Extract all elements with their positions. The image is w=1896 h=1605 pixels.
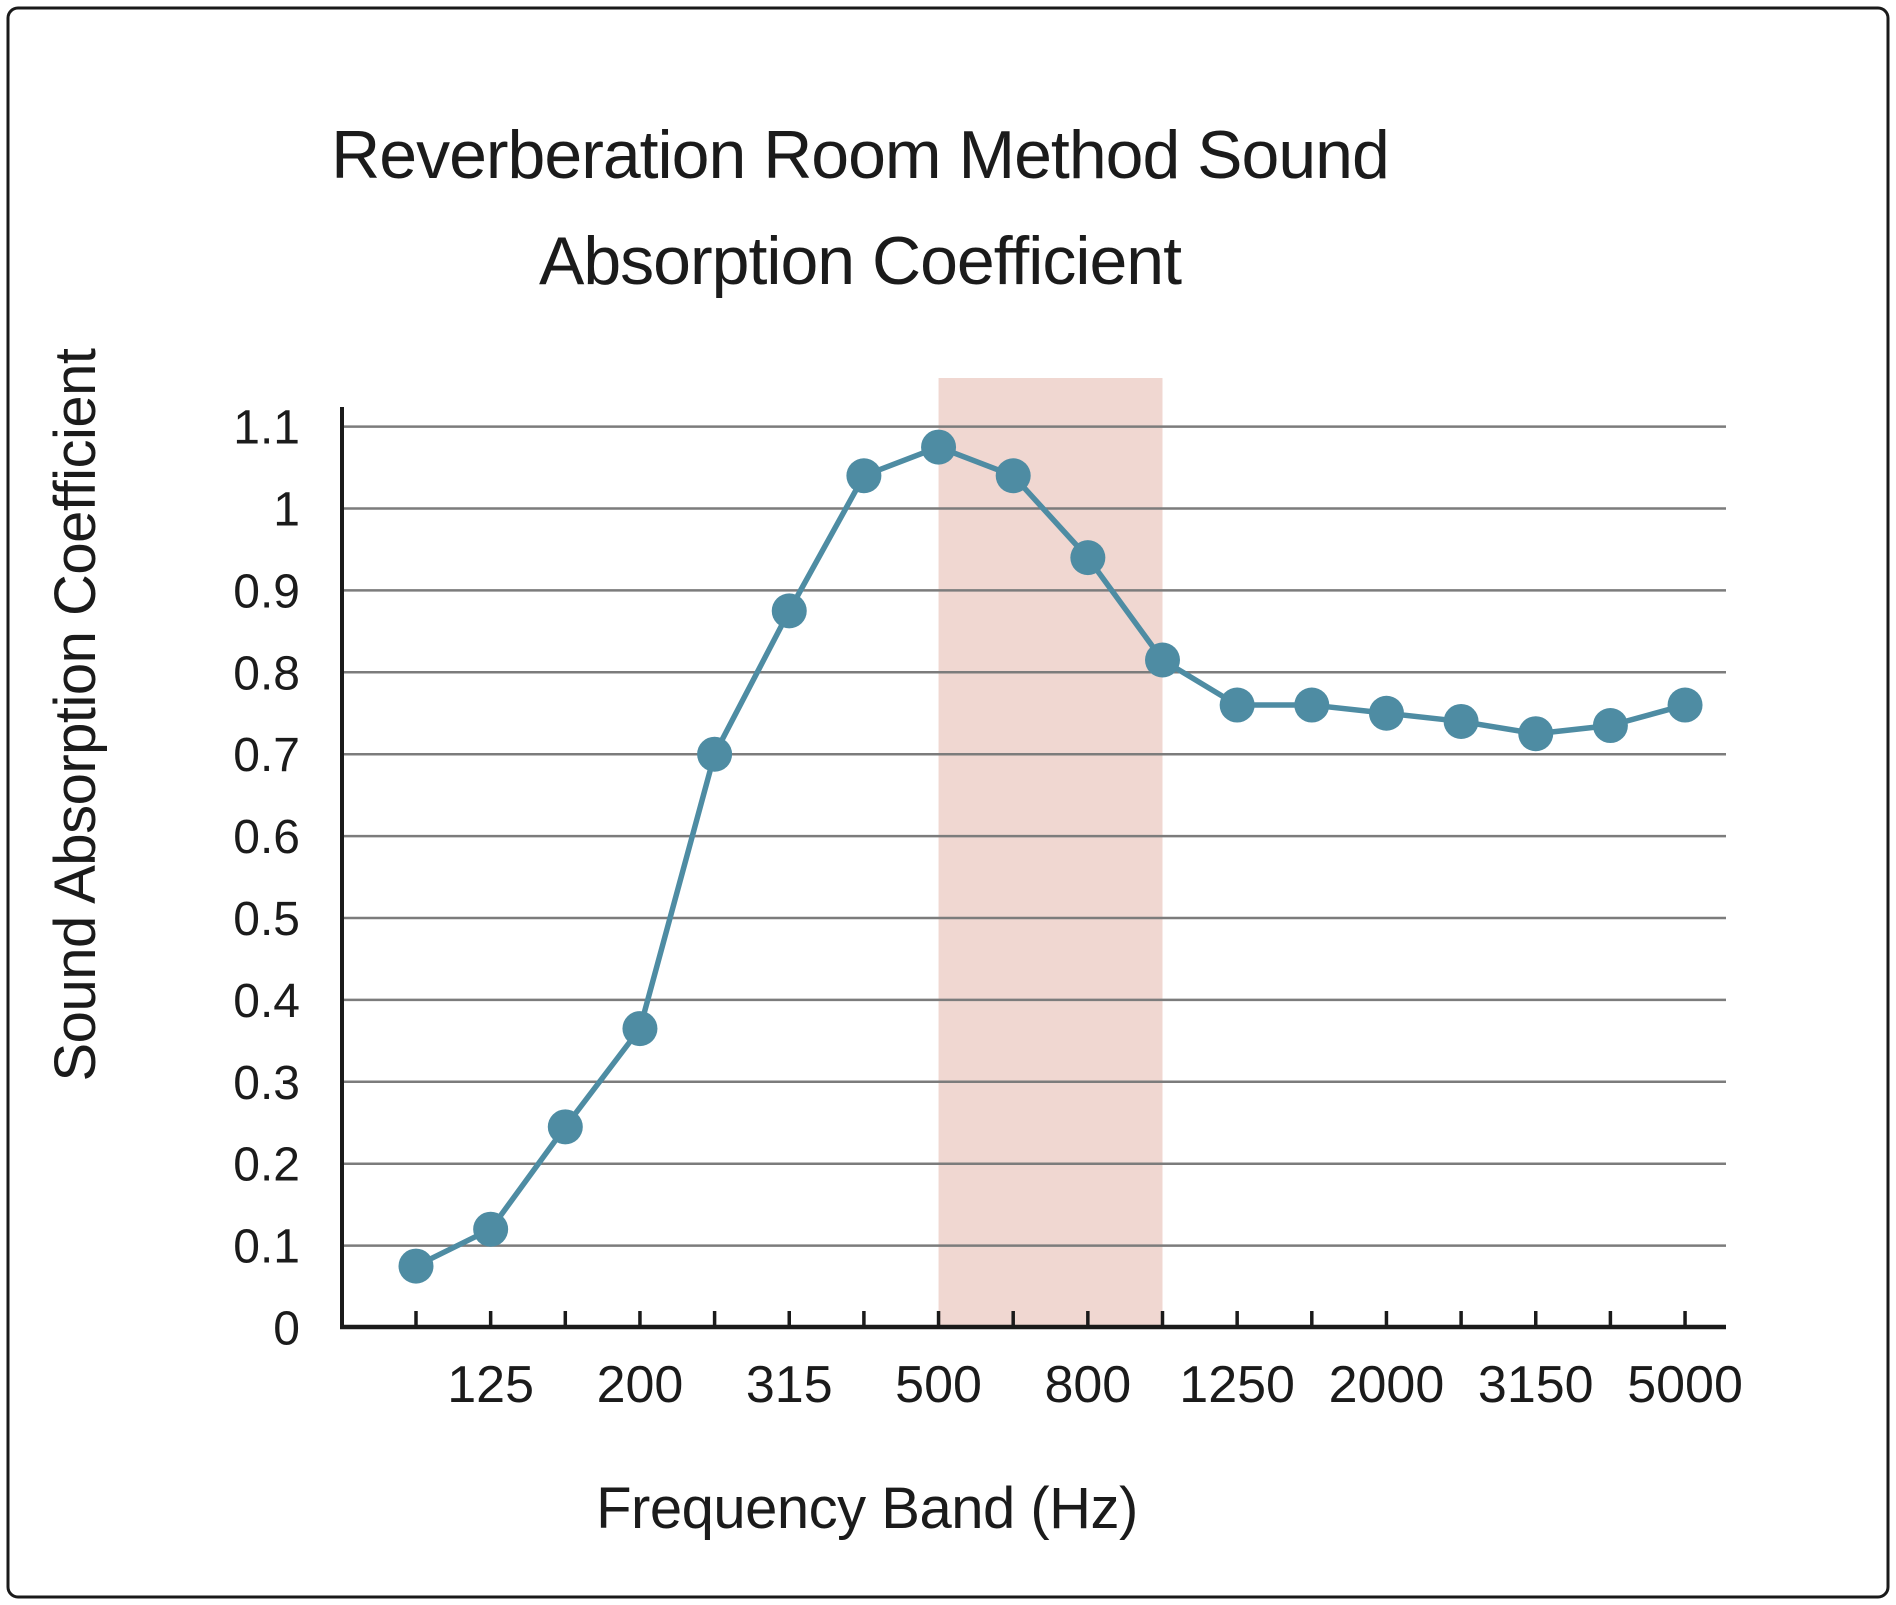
y-tick-label: 0.7 <box>233 729 300 782</box>
x-tick-label-layer: 125 200 315 500 800 1250 2000 3150 5000 <box>447 1356 1743 1414</box>
x-tick-layer <box>414 1311 1687 1327</box>
chart-title-line1: Reverberation Room Method Sound <box>331 117 1389 193</box>
y-tick-label: 0.5 <box>233 893 300 946</box>
data-point <box>1070 540 1106 576</box>
highlight-band-layer <box>938 378 1163 1325</box>
y-tick-label: 0.8 <box>233 647 300 700</box>
y-tick-label: 1 <box>273 484 300 537</box>
y-tick-label: 1.1 <box>233 402 300 455</box>
x-tick-label: 315 <box>746 1356 833 1414</box>
y-axis-title: Sound Absorption Coefficient <box>43 348 108 1081</box>
data-point <box>1518 716 1554 752</box>
y-tick-label: 0.6 <box>233 811 300 864</box>
y-tick-label: 0.2 <box>233 1139 300 1192</box>
data-point <box>771 593 807 629</box>
x-tick-label: 500 <box>895 1356 982 1414</box>
data-point <box>547 1109 583 1145</box>
data-point <box>921 429 957 465</box>
data-point <box>1294 687 1330 723</box>
data-point <box>697 736 733 772</box>
y-tick-label: 0.1 <box>233 1221 300 1274</box>
y-tick-label: 0.3 <box>233 1057 300 1110</box>
data-point <box>846 458 882 494</box>
data-point <box>1667 687 1703 723</box>
data-point <box>1219 687 1255 723</box>
data-point <box>473 1211 509 1247</box>
data-point <box>398 1248 434 1284</box>
highlight-band <box>938 378 1163 1325</box>
data-point <box>622 1011 658 1047</box>
data-point <box>1145 642 1180 678</box>
data-point <box>1592 708 1628 744</box>
y-tick-label: 0.9 <box>233 565 300 618</box>
x-tick-label: 125 <box>447 1356 534 1414</box>
chart-title-line2: Absorption Coefficient <box>539 223 1182 299</box>
x-tick-label: 800 <box>1044 1356 1131 1414</box>
data-series-layer <box>398 429 1703 1284</box>
x-tick-label: 200 <box>597 1356 684 1414</box>
page-border <box>6 6 1890 1599</box>
x-tick-label: 5000 <box>1627 1356 1743 1414</box>
x-tick-label: 1250 <box>1179 1356 1295 1414</box>
data-point <box>995 458 1031 494</box>
data-point <box>1443 703 1479 739</box>
x-tick-label: 3150 <box>1478 1356 1594 1414</box>
x-axis-title: Frequency Band (Hz) <box>596 1476 1138 1541</box>
y-tick-label: 0 <box>273 1303 300 1356</box>
gridline-layer <box>342 425 1726 1247</box>
y-tick-label: 0.4 <box>233 975 300 1028</box>
data-point <box>1368 695 1404 731</box>
y-tick-label-layer: 0 0.1 0.2 0.3 0.4 0.5 0.6 0.7 0.8 0.9 1 1.1 <box>233 402 300 1356</box>
x-tick-label: 2000 <box>1329 1356 1445 1414</box>
